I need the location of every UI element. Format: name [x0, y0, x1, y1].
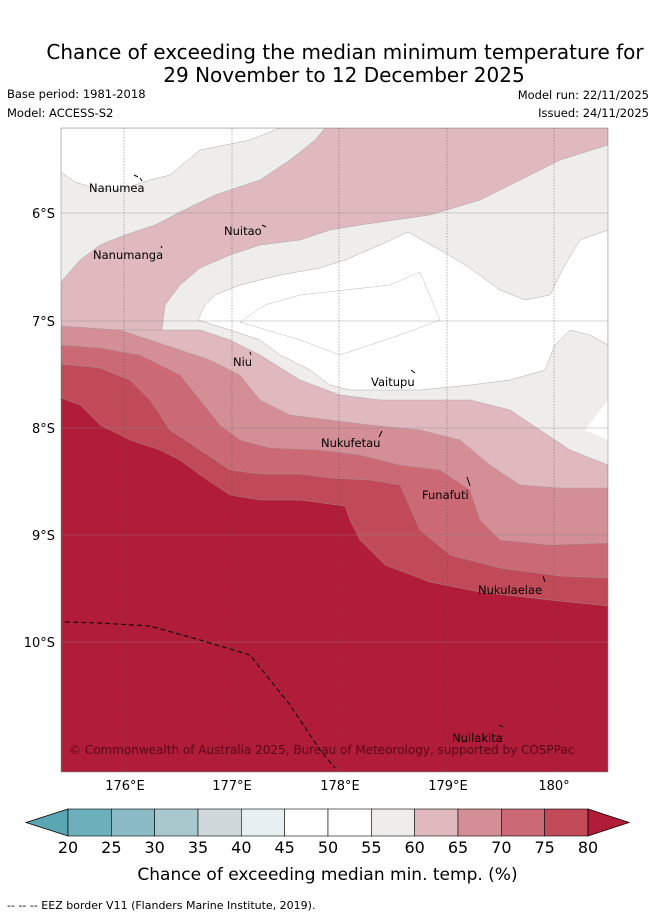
colorbar-segment — [284, 808, 329, 837]
colorbar-segment — [154, 808, 199, 837]
colorbar-ticks: 20 25 30 35 40 45 50 55 60 65 70 75 80 — [58, 838, 598, 857]
colorbar-label: Chance of exceeding median min. temp. (%… — [137, 865, 518, 885]
colorbar-tick-label: 55 — [361, 838, 381, 857]
lat-label-6s: 6°S — [32, 207, 55, 222]
lon-label-178e: 178°E — [320, 779, 360, 794]
map-title-line2: 29 November to 12 December 2025 — [163, 63, 525, 87]
place-nuitao: Nuitao — [224, 224, 262, 238]
issued-date: Issued: 24/11/2025 — [538, 106, 649, 120]
colorbar-under-arrow — [24, 808, 69, 837]
model-run-date: Model run: 22/11/2025 — [517, 88, 649, 102]
colorbar-segment — [327, 808, 372, 837]
colorbar-tick-label: 75 — [534, 838, 554, 857]
colorbar-over-arrow — [587, 808, 631, 837]
lat-label-7s: 7°S — [32, 315, 55, 330]
eez-legend-note: -- -- -- EEZ border V11 (Flanders Marine… — [7, 899, 316, 912]
eez-border — [64, 621, 336, 769]
place-vaitupu: Vaitupu — [371, 375, 415, 389]
lat-label-10s: 10°S — [24, 636, 55, 651]
base-period: Base period: 1981-2018 — [7, 87, 146, 101]
colorbar-segment — [241, 808, 285, 837]
colorbar-segment — [111, 808, 155, 837]
lon-label-179e: 179°E — [428, 779, 468, 794]
colorbar-tick-label: 60 — [404, 838, 424, 857]
colorbar-segment — [544, 808, 589, 837]
probability-field — [61, 128, 608, 772]
colorbar-tick-label: 35 — [188, 838, 208, 857]
lon-label-177e: 177°E — [212, 779, 252, 794]
lat-label-8s: 8°S — [32, 422, 55, 437]
place-nukulaelae: Nukulaelae — [478, 583, 542, 597]
place-nukufetau: Nukufetau — [321, 436, 380, 450]
place-nanumea: Nanumea — [89, 181, 145, 195]
colorbar-tick-label: 20 — [58, 838, 78, 857]
place-nanumanga: Nanumanga — [93, 248, 163, 262]
place-niu: Niu — [233, 355, 252, 369]
model-name: Model: ACCESS-S2 — [7, 106, 114, 120]
colorbar-tick-label: 70 — [491, 838, 511, 857]
colorbar-segment — [371, 808, 415, 837]
colorbar-tick-label: 25 — [101, 838, 121, 857]
copyright-notice: © Commonwealth of Australia 2025, Bureau… — [69, 743, 574, 757]
colorbar-tick-label: 45 — [274, 838, 294, 857]
colorbar-tick-label: 40 — [231, 838, 251, 857]
colorbar-segment — [501, 808, 545, 837]
colorbar-tick-label: 50 — [318, 838, 338, 857]
colorbar-segment — [197, 808, 242, 837]
lat-label-9s: 9°S — [32, 529, 55, 544]
colorbar — [24, 808, 631, 837]
colorbar-segment — [67, 808, 112, 837]
colorbar-tick-label: 65 — [448, 838, 468, 857]
colorbar-segment — [457, 808, 502, 837]
lon-label-176e: 176°E — [105, 779, 145, 794]
colorbar-segment — [414, 808, 459, 837]
colorbar-tick-label: 80 — [578, 838, 598, 857]
colorbar-tick-label: 30 — [144, 838, 164, 857]
map-title-line1: Chance of exceeding the median minimum t… — [46, 40, 644, 64]
place-nuilakita: Nuilakita — [452, 731, 503, 745]
lon-label-180: 180° — [538, 779, 569, 794]
place-funafuti: Funafuti — [422, 488, 469, 502]
